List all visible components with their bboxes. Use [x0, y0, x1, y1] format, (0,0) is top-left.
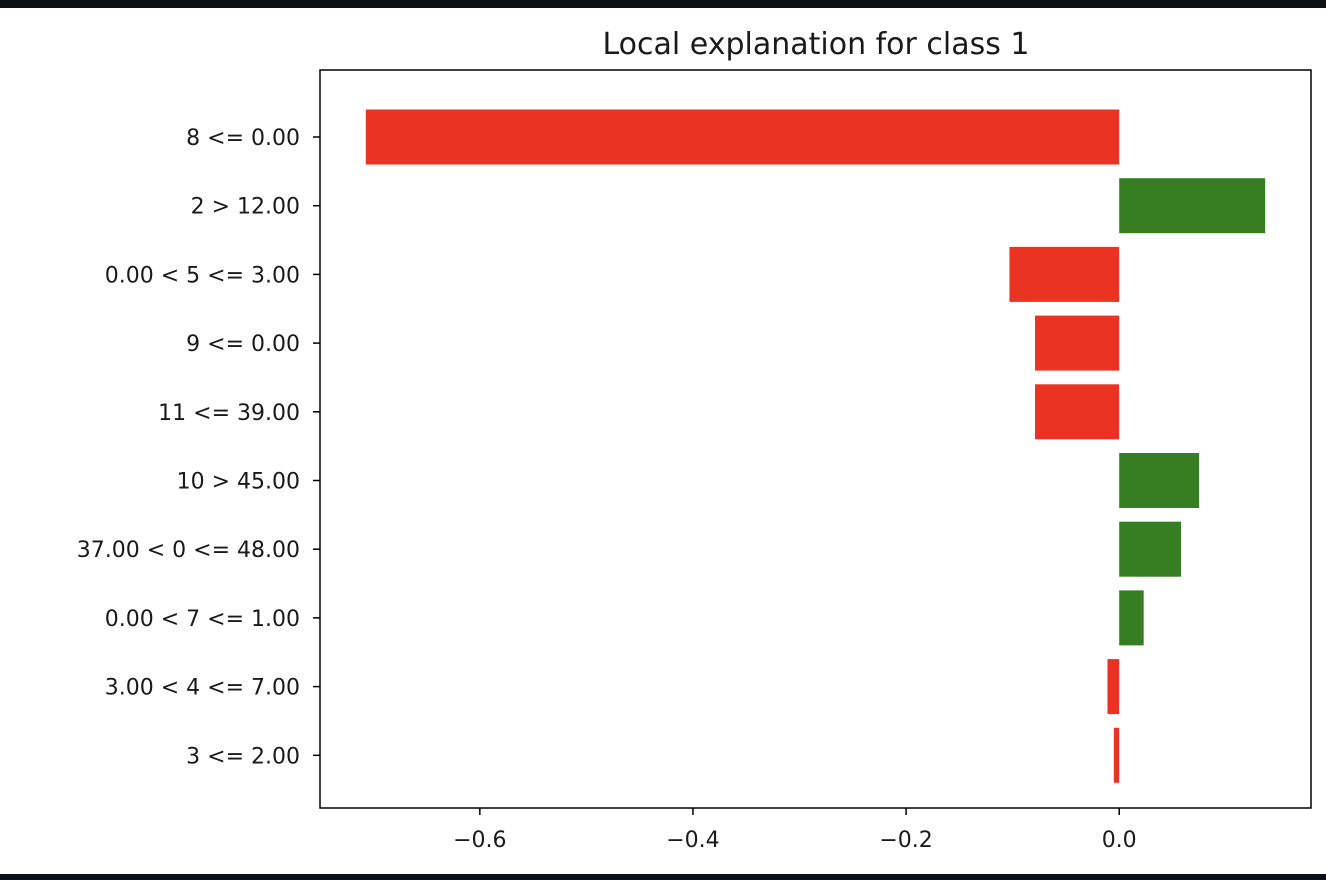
- x-tick-label: −0.2: [879, 828, 932, 853]
- x-tick-label: 0.0: [1102, 828, 1137, 853]
- x-tick-label: −0.4: [666, 828, 719, 853]
- y-tick-label: 3.00 < 4 <= 7.00: [105, 676, 300, 701]
- bar: [1113, 727, 1120, 783]
- bar: [1035, 315, 1120, 371]
- axes-frame: [319, 69, 1312, 809]
- y-tick-label: 10 > 45.00: [177, 470, 300, 495]
- y-tick-label: 2 > 12.00: [191, 195, 300, 220]
- bar: [1119, 590, 1144, 646]
- bar: [1119, 178, 1266, 234]
- bars-group: [365, 109, 1266, 783]
- y-tick-label: 0.00 < 5 <= 3.00: [105, 263, 300, 288]
- y-ticks-group: 8 <= 0.00 2 > 12.00 0.00 < 5 <= 3.00 9 <= 0…: [77, 126, 320, 769]
- bar: [1119, 521, 1181, 577]
- x-ticks-group: −0.6 −0.4 −0.2 0.0: [453, 808, 1137, 853]
- y-tick-label: 37.00 < 0 <= 48.00: [77, 538, 300, 563]
- y-tick-label: 0.00 < 7 <= 1.00: [105, 607, 300, 632]
- bar-chart: Local explanation for class 1 8 <= 0.00 2…: [77, 27, 1312, 853]
- bar: [1009, 246, 1120, 302]
- bar: [365, 109, 1120, 165]
- bar: [1035, 384, 1120, 440]
- y-tick-label: 11 <= 39.00: [158, 401, 300, 426]
- chart-title: Local explanation for class 1: [602, 27, 1029, 62]
- x-tick-label: −0.6: [453, 828, 506, 853]
- y-tick-label: 3 <= 2.00: [186, 744, 300, 769]
- chart-frame: Local explanation for class 1 8 <= 0.00 2…: [0, 8, 1326, 874]
- y-tick-label: 9 <= 0.00: [186, 332, 300, 357]
- y-tick-label: 8 <= 0.00: [186, 126, 300, 151]
- bar: [1119, 453, 1200, 508]
- bar: [1107, 659, 1120, 715]
